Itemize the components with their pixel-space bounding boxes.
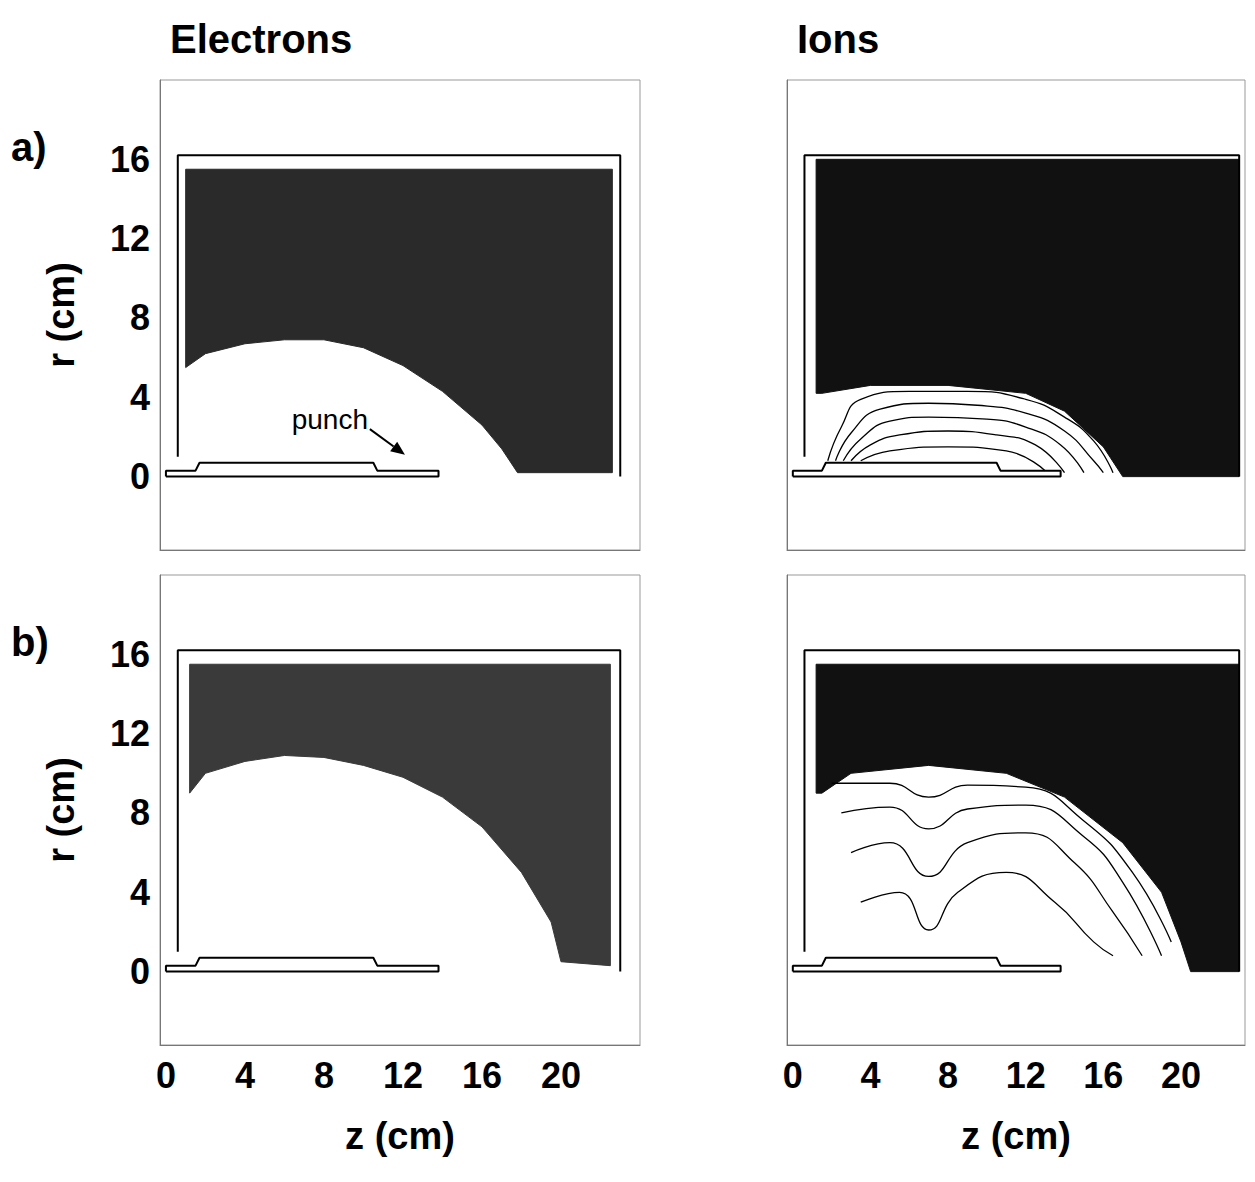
svg-text:Ions: Ions [797,17,879,61]
svg-text:0: 0 [130,456,150,497]
svg-text:4: 4 [860,1055,880,1096]
svg-text:16: 16 [110,139,150,180]
svg-text:8: 8 [130,297,150,338]
svg-text:b): b) [11,620,49,664]
svg-text:0: 0 [156,1055,176,1096]
svg-text:0: 0 [130,951,150,992]
svg-text:12: 12 [383,1055,423,1096]
svg-text:8: 8 [130,792,150,833]
svg-text:z (cm): z (cm) [961,1115,1071,1157]
svg-text:20: 20 [1161,1055,1201,1096]
svg-text:20: 20 [541,1055,581,1096]
svg-text:r (cm): r (cm) [40,262,82,368]
svg-text:r (cm): r (cm) [40,757,82,863]
svg-text:12: 12 [110,713,150,754]
svg-text:8: 8 [314,1055,334,1096]
svg-text:12: 12 [110,218,150,259]
svg-text:16: 16 [462,1055,502,1096]
svg-text:a): a) [11,125,47,169]
svg-text:z (cm): z (cm) [345,1115,455,1157]
svg-text:4: 4 [130,872,150,913]
svg-text:4: 4 [130,377,150,418]
svg-text:4: 4 [235,1055,255,1096]
svg-text:0: 0 [783,1055,803,1096]
svg-text:16: 16 [110,634,150,675]
svg-text:punch: punch [292,404,368,435]
svg-text:Electrons: Electrons [170,17,352,61]
svg-text:8: 8 [938,1055,958,1096]
svg-text:16: 16 [1083,1055,1123,1096]
svg-text:12: 12 [1006,1055,1046,1096]
